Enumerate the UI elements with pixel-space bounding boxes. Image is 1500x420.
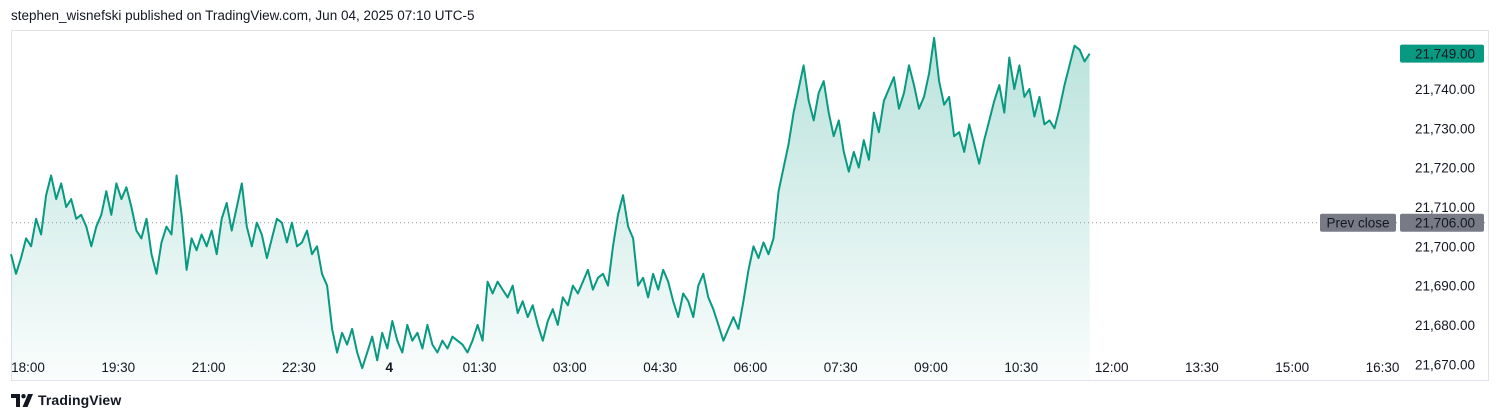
y-tick-label: 21,680.00	[1415, 318, 1475, 333]
prev-close-value: 21,706.00	[1415, 216, 1475, 231]
x-tick-label: 06:00	[734, 360, 768, 375]
x-tick-label: 13:30	[1185, 360, 1219, 375]
x-tick-label: 12:00	[1095, 360, 1129, 375]
x-tick-label: 04:30	[643, 360, 677, 375]
footer-brand-text: TradingView	[38, 392, 122, 408]
price-line	[10, 36, 1091, 370]
y-axis-ticks: 21,740.0021,730.0021,720.0021,710.0021,7…	[1415, 82, 1475, 372]
x-tick-label: 09:00	[914, 360, 948, 375]
prev-close-value-badge	[1400, 213, 1484, 232]
y-tick-label: 21,690.00	[1415, 279, 1475, 294]
last-price-label: 21,749.00	[1400, 44, 1484, 63]
prev-close-label: Prev close 21,706.00	[1320, 213, 1484, 232]
x-tick-label: 19:30	[101, 360, 135, 375]
x-tick-label: 16:30	[1366, 360, 1400, 375]
x-tick-label: 15:00	[1275, 360, 1309, 375]
last-price-value: 21,749.00	[1415, 47, 1475, 62]
y-tick-label: 21,740.00	[1415, 82, 1475, 97]
x-tick-label: 03:00	[553, 360, 587, 375]
prev-close-text: Prev close	[1326, 216, 1389, 231]
x-axis-ticks: 18:00 19:30 21:00 22:30 4 01:30 03:00 04:30 06:0…	[11, 360, 1399, 375]
chart-frame	[11, 30, 1489, 381]
last-price-badge	[1400, 44, 1484, 63]
x-tick-label: 22:30	[282, 360, 316, 375]
x-tick-label: 4	[385, 360, 393, 375]
y-tick-label: 21,700.00	[1415, 239, 1475, 254]
y-tick-label: 21,710.00	[1415, 200, 1475, 215]
y-tick-label: 21,670.00	[1415, 357, 1475, 372]
x-tick-label: 21:00	[192, 360, 226, 375]
attribution-text: stephen_wisnefski published on TradingVi…	[11, 8, 475, 23]
prev-close-text-badge	[1320, 213, 1396, 232]
x-tick-label: 07:30	[824, 360, 858, 375]
price-area-fill	[11, 37, 1090, 381]
x-tick-label: 10:30	[1004, 360, 1038, 375]
footer-brand[interactable]: TradingView	[11, 392, 121, 408]
x-tick-label: 01:30	[463, 360, 497, 375]
x-tick-label: 18:00	[11, 360, 45, 375]
y-tick-label: 21,730.00	[1415, 121, 1475, 136]
tradingview-logo-icon	[11, 393, 33, 407]
y-tick-label: 21,720.00	[1415, 161, 1475, 176]
